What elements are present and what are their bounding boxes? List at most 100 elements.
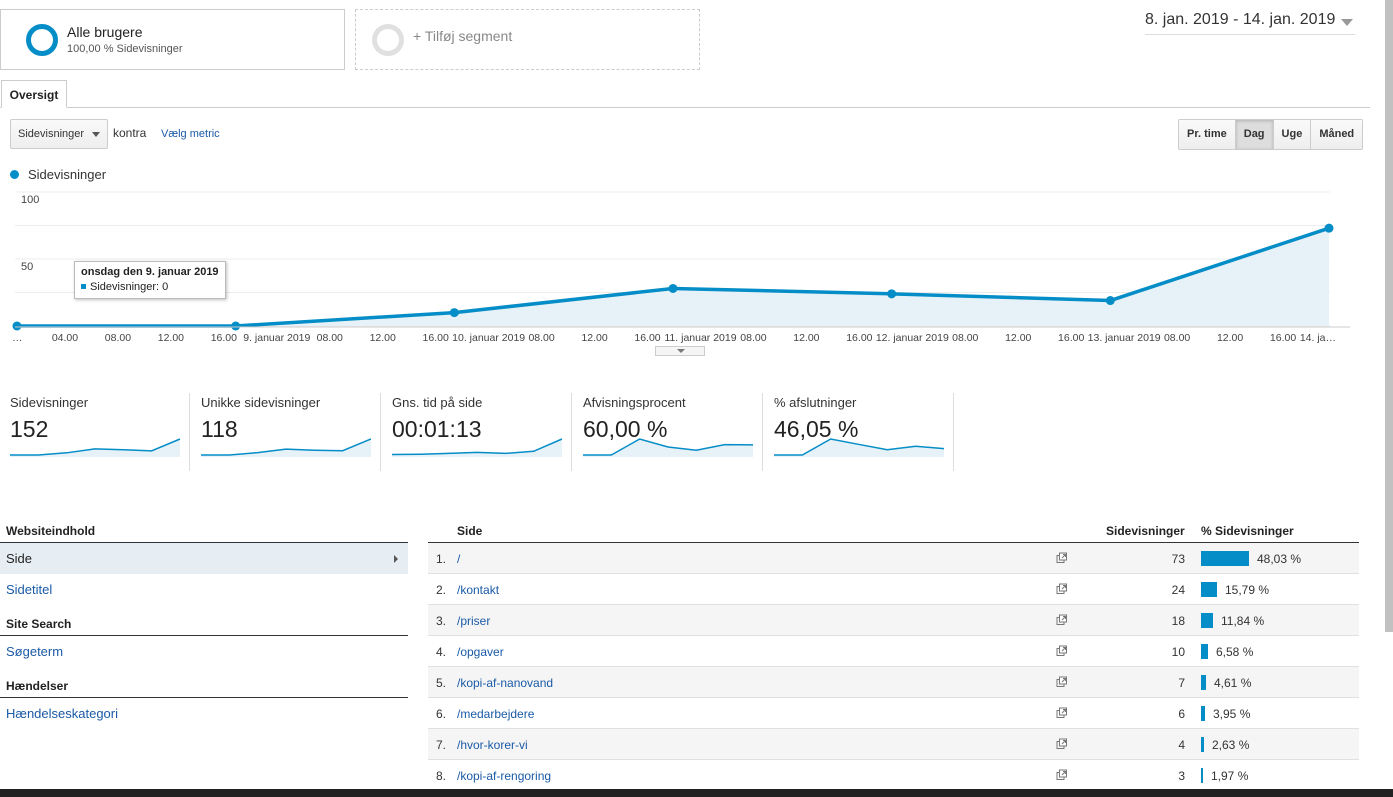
page-path-link[interactable]: /medarbejdere (457, 707, 535, 721)
open-in-new-icon[interactable] (1056, 583, 1068, 595)
scorecard-afvisning[interactable]: Afvisningsprocent 60,00 % (573, 393, 763, 471)
scorecard-afslutninger[interactable]: % afslutninger 46,05 % (764, 393, 954, 471)
x-tick-label: 12.00 (370, 332, 396, 344)
percent-bar (1201, 644, 1208, 659)
percent-bar (1201, 675, 1206, 690)
tab-bar-line (0, 107, 1370, 108)
scorecard-value: 152 (10, 416, 49, 442)
tooltip-value: Sidevisninger: 0 (90, 281, 169, 293)
table-row[interactable]: 2. /kontakt 24 15,79 % (428, 574, 1359, 605)
scorecard-value: 60,00 % (583, 416, 668, 442)
x-tick-label: 16.00 (1058, 332, 1084, 344)
row-index: 6. (436, 707, 447, 721)
tooltip-line: Sidevisninger: 0 (81, 281, 219, 293)
page-path-link[interactable]: /hvor-korer-vi (457, 738, 528, 752)
page-path-link[interactable]: /kopi-af-nanovand (457, 676, 554, 690)
percent-value: 15,79 % (1225, 583, 1270, 597)
segment-subtitle: 100,00 % Sidevisninger (67, 43, 183, 55)
add-segment-button[interactable]: + Tilføj segment (355, 9, 700, 70)
nav-item-soegeterm[interactable]: Søgeterm (6, 644, 64, 659)
percent-value: 3,95 % (1213, 707, 1251, 721)
date-range-picker[interactable]: 8. jan. 2019 - 14. jan. 2019 (1145, 11, 1355, 35)
x-tick-label: 08.00 (1164, 332, 1190, 344)
choose-metric-link[interactable]: Vælg metric (161, 128, 220, 140)
granularity-month-button[interactable]: Måned (1310, 120, 1363, 149)
row-index: 1. (436, 552, 447, 566)
table-row[interactable]: 5. /kopi-af-nanovand 7 4,61 % (428, 667, 1359, 698)
line-chart[interactable]: 100 50 … 04.00 08.00 12.00 16.00 9. januar 2019… (0, 185, 1360, 345)
granularity-day-button[interactable]: Dag (1234, 120, 1273, 149)
open-in-new-icon[interactable] (1056, 645, 1068, 657)
x-tick-label: 08.00 (528, 332, 554, 344)
scorecard-label: Sidevisninger (10, 395, 89, 410)
x-tick-label: 16.00 (423, 332, 449, 344)
percent-value: 4,61 % (1214, 676, 1252, 690)
column-header-views[interactable]: Sidevisninger (1106, 524, 1185, 538)
chart-collapse-handle[interactable] (655, 346, 705, 356)
scorecard-value: 00:01:13 (392, 416, 482, 442)
percent-value: 2,63 % (1212, 738, 1250, 752)
page-path-link[interactable]: /kopi-af-rengoring (457, 769, 552, 783)
table-row[interactable]: 7. /hvor-korer-vi 4 2,63 % (428, 729, 1359, 760)
data-point (449, 308, 459, 318)
percent-bar (1201, 551, 1249, 566)
sparkline-line (10, 438, 180, 456)
page-views-value: 10 (1171, 645, 1185, 659)
table-header-divider (428, 542, 1359, 543)
x-tick-label: 08.00 (105, 332, 131, 344)
x-tick-label: 12. januar 2019 (876, 332, 949, 344)
nav-item-side[interactable]: Side (0, 543, 408, 574)
percent-bar (1201, 706, 1205, 721)
sparkline-line (392, 438, 562, 456)
page-views-value: 3 (1178, 769, 1185, 783)
data-point (231, 321, 241, 331)
scorecard-unikke[interactable]: Unikke sidevisninger 118 (191, 393, 381, 471)
percent-value: 1,97 % (1211, 769, 1249, 783)
table-row[interactable]: 6. /medarbejdere 6 3,95 % (428, 698, 1359, 729)
y-tick-label: 50 (21, 261, 33, 273)
scorecard-label: Gns. tid på side (392, 395, 483, 410)
scorecard-label: Unikke sidevisninger (201, 395, 321, 410)
tab-oversigt[interactable]: Oversigt (1, 80, 67, 108)
open-in-new-icon[interactable] (1056, 707, 1068, 719)
column-header-page[interactable]: Side (457, 524, 483, 538)
page-path-link[interactable]: /opgaver (457, 645, 504, 659)
page-path-link[interactable]: /kontakt (457, 583, 500, 597)
nav-item-label: Side (6, 551, 33, 566)
sparkline-area (201, 439, 371, 457)
x-tick-label: 9. januar 2019 (243, 332, 310, 344)
table-row[interactable]: 4. /opgaver 10 6,58 % (428, 636, 1359, 667)
column-header-pct[interactable]: % Sidevisninger (1201, 524, 1294, 538)
x-tick-label: 08.00 (952, 332, 978, 344)
granularity-hour-button[interactable]: Pr. time (1179, 120, 1235, 149)
table-row[interactable]: 3. /priser 18 11,84 % (428, 605, 1359, 636)
table-row[interactable]: 8. /kopi-af-rengoring 3 1,97 % (428, 760, 1359, 791)
percent-bar (1201, 582, 1217, 597)
open-in-new-icon[interactable] (1056, 676, 1068, 688)
page-path-link[interactable]: / (457, 552, 461, 566)
granularity-week-button[interactable]: Uge (1272, 120, 1311, 149)
open-in-new-icon[interactable] (1056, 769, 1068, 781)
sparkline-line (201, 438, 371, 456)
nav-item-sidetitel[interactable]: Sidetitel (6, 582, 53, 597)
scorecard-sidevisninger[interactable]: Sidevisninger 152 (0, 393, 190, 471)
metric-dropdown[interactable]: Sidevisninger (10, 119, 108, 149)
nav-item-haendelseskategori[interactable]: Hændelseskategori (6, 706, 119, 721)
area-fill (17, 228, 1329, 326)
open-in-new-icon[interactable] (1056, 614, 1068, 626)
scorecard-tid[interactable]: Gns. tid på side 00:01:13 (382, 393, 572, 471)
x-tick-label: 12.00 (793, 332, 819, 344)
data-point (1324, 223, 1334, 233)
sparkline-area (774, 439, 944, 457)
segment-all-users[interactable]: Alle brugere 100,00 % Sidevisninger (0, 9, 345, 70)
scorecard-label: % afslutninger (774, 395, 857, 410)
empty-segment-ring-icon (372, 24, 404, 56)
segment-title: Alle brugere (67, 24, 143, 40)
open-in-new-icon[interactable] (1056, 552, 1068, 564)
percent-bar (1201, 613, 1213, 628)
open-in-new-icon[interactable] (1056, 738, 1068, 750)
page-path-link[interactable]: /priser (457, 614, 491, 628)
scorecard-sparkline (583, 438, 753, 457)
vertical-scrollbar[interactable] (1385, 0, 1393, 632)
table-row[interactable]: 1. / 73 48,03 % (428, 543, 1359, 574)
